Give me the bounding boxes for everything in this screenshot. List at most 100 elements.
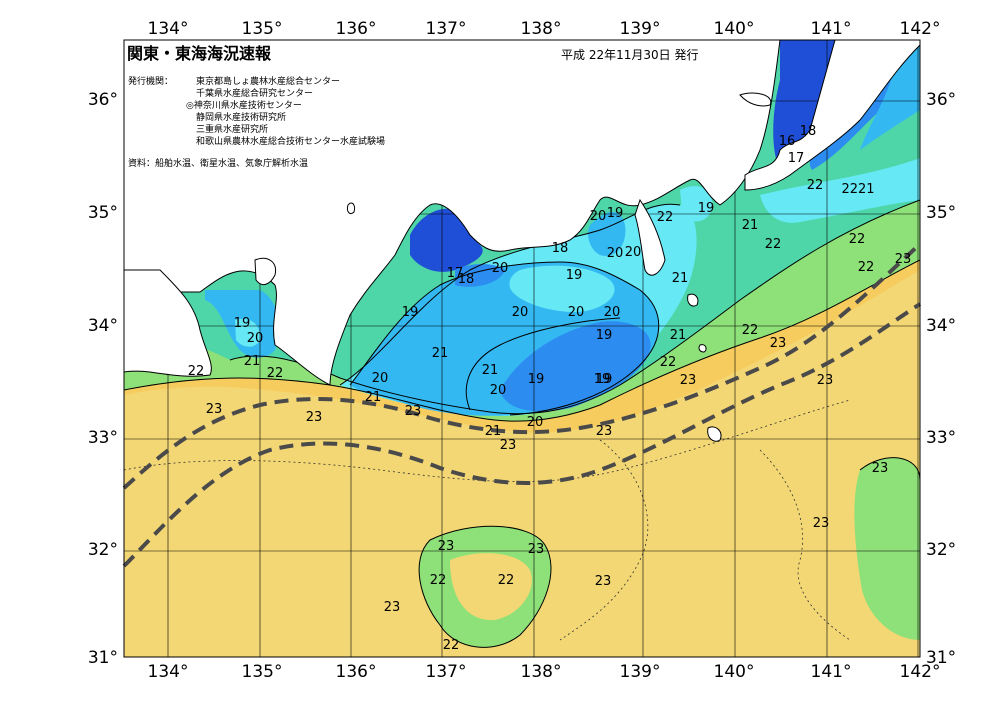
isotherm-label: 20 [247,331,264,346]
lon-label-top: 138° [521,19,562,39]
isotherm-label: 23 [872,461,889,476]
isotherm-label: 17 [788,151,805,166]
isotherm-label: 23 [206,402,223,417]
kuroshio-axis [122,242,922,568]
contour-21 [339,203,681,386]
lat-label-left: 34° [88,316,118,336]
kanto-19 [860,40,920,150]
issue-date: 平成 22年11月30日 発行 [561,48,698,62]
small-island-north [347,202,355,215]
southern-patch-23 [450,553,532,621]
isotherm-label: 23 [895,252,912,267]
isotherm-label: 19 [698,201,715,216]
small-island-east [739,92,772,107]
dotted-isotherm-3 [759,449,851,641]
isotherm-label: 21 [742,218,759,233]
isotherm-label: 23 [813,516,830,531]
isotherm-label: 19 [402,305,419,320]
boso-peninsula [744,40,920,191]
lon-label-top: 140° [714,19,755,39]
issuer-line-3: ◎神奈川県水産技術センター [186,99,302,111]
isotherm-label: 18 [458,272,475,287]
isotherm-label: 23 [680,373,697,388]
oshima-island [687,293,699,307]
issuer-line-5: 三重県水産研究所 [196,123,268,135]
lat-label-left: 31° [88,648,118,668]
lon-label-bottom: 139° [620,662,661,682]
lat-label-left: 35° [88,203,118,223]
isotherm-label: 20 [607,246,624,261]
lon-label-top: 141° [811,19,852,39]
isotherm-label: 23 [817,373,834,388]
isotherm-label: 21 [432,346,449,361]
suruga-bay-19 [588,211,626,256]
isotherm-label: 20 [512,305,529,320]
lon-label-bottom: 141° [811,662,852,682]
isotherm-label: 22 [267,366,284,381]
lat-label-right: 34° [926,316,956,336]
contour-20-inner [465,317,621,411]
izu-peninsula [634,198,666,276]
isotherm-label: 21 [670,328,687,343]
isotherm-label: 22 [188,364,205,379]
isotherm-label: 22 [443,638,460,653]
isotherm-label: 19 [596,372,613,387]
isotherm-label: 23 [596,424,613,439]
lon-label-top: 139° [620,19,661,39]
info-block: 発行機関： 東京都島しょ農林水産総合センター 千葉県水産総合研究センター ◎神奈… [128,75,385,169]
isotherm-label: 20 [527,415,544,430]
isotherm-label: 22 [430,573,447,588]
lon-label-top: 142° [900,19,941,39]
isotherm-label: 21 [365,390,382,405]
isotherm-label: 23 [595,574,612,589]
kanto-20 [760,158,920,223]
isotherm-label: 22 [498,573,515,588]
lon-label-top: 134° [148,19,189,39]
isotherm-label: 21 [485,424,502,439]
issuer-line-2: 千葉県水産総合研究センター [196,87,313,99]
lat-label-right: 31° [926,648,956,668]
isotherm-label: 20 [490,383,507,398]
issuer-line-1: 東京都島しょ農林水産総合センター [196,75,340,87]
lat-label-right: 35° [926,203,956,223]
lat-label-left: 32° [88,540,118,560]
contour-south-22 [418,525,552,648]
issuer-label: 発行機関： [128,75,173,87]
data-source: 資料：船舶水温、衛星水温、気象庁解析水温 [128,157,308,169]
lon-label-bottom: 135° [242,662,283,682]
isotherm-label: 19 [234,316,251,331]
lon-label-bottom: 142° [900,662,941,682]
dotted-isotherm-2 [559,439,649,641]
shikoku-land [124,269,212,377]
isotherm-label: 20 [604,305,621,320]
southeast-patch-22 [854,457,920,640]
kuroshio-south-edge [122,302,922,568]
lat-label-right: 32° [926,540,956,560]
map-title: 関東・東海海況速報 [127,44,272,63]
isotherm-label: 19 [566,268,583,283]
isotherm-label: 19 [607,206,624,221]
isotherm-label: 18 [552,241,569,256]
kuroshio-north-edge [122,242,922,490]
isotherm-label: 23 [405,404,422,419]
issuer-line-6: 和歌山県農林水産総合技術センター水産試験場 [196,135,385,147]
isotherm-label: 23 [384,600,401,615]
lat-label-right: 33° [926,428,956,448]
lon-label-bottom: 138° [521,662,562,682]
isotherm-contours [124,199,920,648]
lon-label-top: 136° [336,19,377,39]
isotherm-label: 19 [528,372,545,387]
isotherm-label: 22 [660,355,677,370]
contour-southeast-22 [859,457,920,481]
isotherm-label: 22 [742,323,759,338]
lon-label-bottom: 137° [426,662,467,682]
isotherm-label: 19 [596,328,613,343]
isotherm-label: 23 [438,539,455,554]
miyake-island [698,344,707,353]
isotherm-label: 20 [372,371,389,386]
map-frame [123,39,921,658]
sagami-bay-20 [680,186,713,222]
hachijo-island [707,426,722,442]
isotherm-label: 23 [306,410,323,425]
isotherm-label: 22 [765,237,782,252]
